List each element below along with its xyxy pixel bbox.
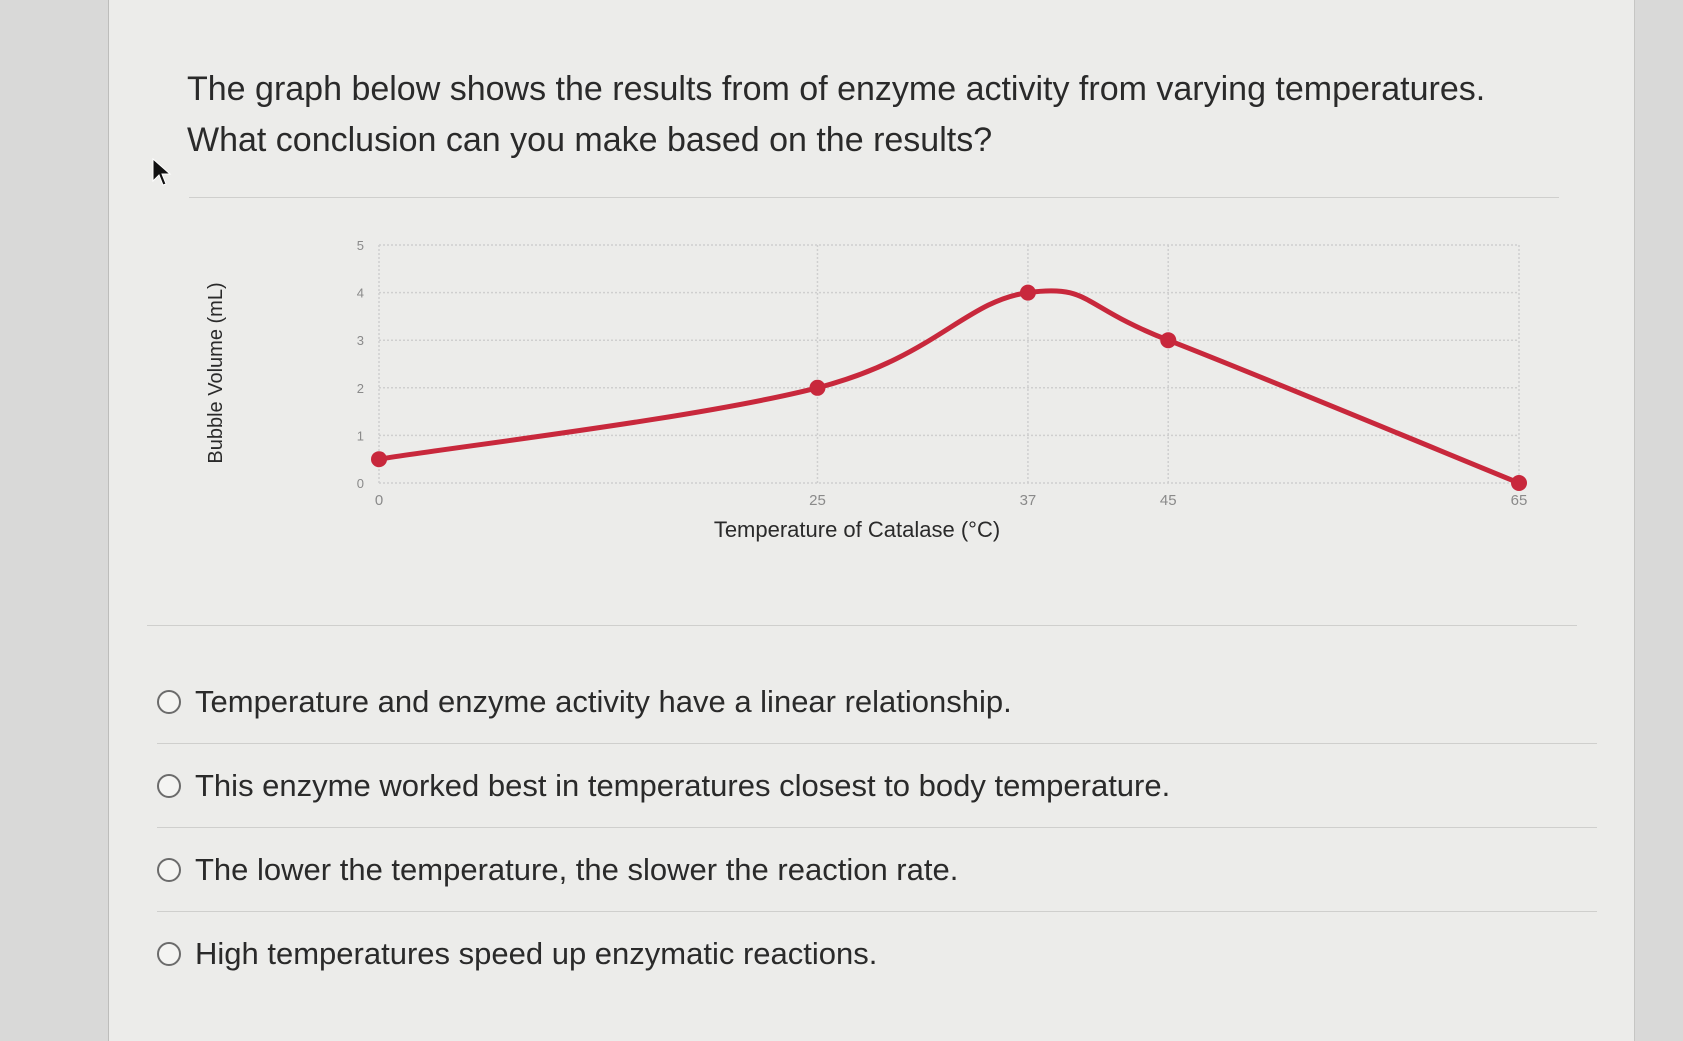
x-tick-label: 65 — [1511, 492, 1528, 509]
y-tick-label: 5 — [357, 238, 364, 253]
radio-button-icon[interactable] — [157, 942, 181, 966]
data-point — [1511, 475, 1527, 491]
question-line-2: What conclusion can you make based on th… — [187, 121, 993, 159]
x-axis-label: Temperature of Catalase (°C) — [714, 517, 1000, 542]
data-point — [1019, 284, 1036, 301]
y-tick-label: 2 — [357, 381, 364, 396]
answer-option[interactable]: The lower the temperature, the slower th… — [157, 828, 1597, 912]
x-tick-label: 0 — [375, 492, 383, 509]
mouse-pointer-icon — [152, 157, 172, 186]
series-line — [376, 288, 1522, 486]
radio-button-icon[interactable] — [157, 690, 181, 714]
question-line-1: The graph below shows the results from o… — [187, 70, 1486, 108]
radio-button-icon[interactable] — [157, 858, 181, 882]
x-tick-label: 45 — [1160, 492, 1177, 509]
y-tick-label: 4 — [357, 286, 364, 301]
radio-button-icon[interactable] — [157, 774, 181, 798]
answer-options: Temperature and enzyme activity have a l… — [157, 660, 1597, 996]
answer-option[interactable]: This enzyme worked best in temperatures … — [157, 744, 1597, 828]
divider — [157, 911, 1597, 912]
divider — [157, 743, 1597, 744]
answer-option[interactable]: Temperature and enzyme activity have a l… — [157, 660, 1597, 744]
divider — [157, 827, 1597, 828]
x-tick-label: 25 — [809, 492, 826, 509]
answer-option[interactable]: High temperatures speed up enzymatic rea… — [157, 912, 1597, 996]
question-text: The graph below shows the results from o… — [187, 64, 1607, 166]
y-tick-label: 3 — [357, 333, 364, 348]
y-tick-label: 1 — [357, 428, 364, 443]
answer-option-label: High temperatures speed up enzymatic rea… — [195, 936, 878, 971]
data-point — [371, 451, 387, 468]
x-tick-label: 37 — [1020, 492, 1037, 509]
data-point — [809, 379, 826, 396]
question-card: The graph below shows the results from o… — [108, 0, 1635, 1041]
y-tick-label: 0 — [357, 476, 364, 491]
y-axis-label: Bubble Volume (mL) — [205, 282, 227, 463]
data-point — [1160, 332, 1177, 349]
answer-option-label: The lower the temperature, the slower th… — [195, 852, 959, 887]
answer-option-label: Temperature and enzyme activity have a l… — [195, 684, 1012, 719]
answer-option-label: This enzyme worked best in temperatures … — [195, 768, 1171, 803]
divider — [189, 197, 1559, 198]
divider — [147, 625, 1577, 626]
